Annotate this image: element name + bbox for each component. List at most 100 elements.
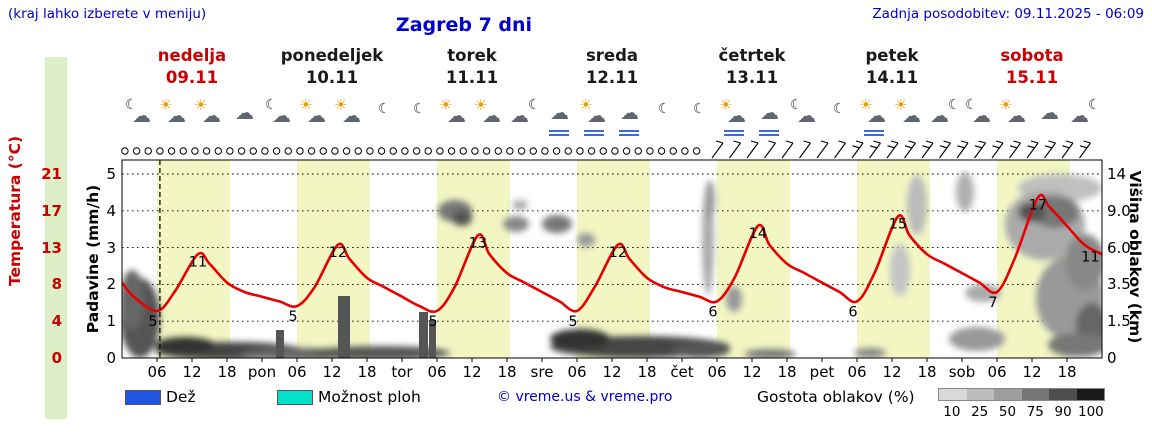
x-axis-label: 12 bbox=[1022, 363, 1042, 381]
showers-swatch bbox=[277, 390, 313, 405]
wind-barb bbox=[991, 140, 1004, 159]
cloud-blob bbox=[155, 337, 215, 353]
sun-icon: ☀ bbox=[474, 96, 488, 114]
rain-lines-icon bbox=[549, 130, 569, 138]
cloud-cover-symbol bbox=[669, 147, 677, 155]
temperature-scale-strip bbox=[45, 57, 67, 419]
cloud-cover-symbol bbox=[237, 147, 246, 155]
cloud-cover-symbol bbox=[261, 147, 269, 155]
x-axis-label: čet bbox=[670, 363, 694, 381]
cloud-cover-symbol bbox=[471, 147, 479, 155]
cloud-axis-tick: 9.0 bbox=[1107, 201, 1131, 220]
wind-barb bbox=[869, 140, 881, 159]
cloud-blob bbox=[705, 180, 715, 220]
daytime-band bbox=[437, 160, 510, 358]
weather-moon-cloud-icon: ☾ ☁ bbox=[122, 96, 157, 142]
showers-legend-label: Možnost ploh bbox=[318, 388, 421, 406]
moon-icon: ☾ bbox=[1088, 97, 1101, 113]
weather-cloud-moon-icon: ☁ ☾ bbox=[927, 96, 962, 142]
weather-moon-icon: ☾ bbox=[822, 96, 857, 142]
cloud-blob bbox=[542, 215, 572, 233]
daytime-band bbox=[297, 160, 370, 358]
wind-barb bbox=[939, 140, 951, 159]
copyright-link[interactable]: © vreme.us & vreme.pro bbox=[497, 389, 673, 405]
day-date: 09.11 bbox=[165, 68, 219, 87]
weather-cloud-rain-icon: ☁ bbox=[612, 96, 647, 142]
wind-barb bbox=[1061, 140, 1074, 159]
wind-barb bbox=[956, 140, 969, 159]
rain-lines-icon bbox=[584, 130, 604, 138]
temp-max-label: 11 bbox=[189, 254, 207, 270]
day-date: 13.11 bbox=[725, 68, 779, 87]
x-axis-label: 18 bbox=[217, 363, 237, 381]
cloud-cover-symbol bbox=[284, 147, 292, 155]
temp-max-label: 14 bbox=[749, 226, 767, 242]
precip-axis-tick: 2 bbox=[106, 275, 116, 294]
cloud-icon: ☁ bbox=[447, 105, 466, 127]
cloud-axis-tick: 0 bbox=[1107, 349, 1117, 367]
day-name: petek bbox=[865, 46, 919, 65]
x-axis-label: 12 bbox=[322, 363, 342, 381]
x-axis-label: 06 bbox=[427, 363, 447, 381]
density-tick-label: 90 bbox=[1054, 404, 1072, 420]
weather-moon-cloud-icon: ☾ ☁ bbox=[262, 96, 297, 142]
weather-moon-cloud-icon: ☾ ☁ bbox=[787, 96, 822, 142]
cloud-blob bbox=[907, 175, 927, 235]
cloud-icon: ☁ bbox=[235, 102, 254, 124]
cloud-icon: ☁ bbox=[307, 105, 326, 127]
rain-lines-icon bbox=[619, 130, 639, 138]
weather-sun-cloud-rain-icon: ☀ ☁ bbox=[857, 96, 892, 142]
density-tick-label: 75 bbox=[1026, 404, 1044, 420]
temp-max-label: 11 bbox=[1081, 250, 1099, 266]
x-axis-label: tor bbox=[391, 363, 413, 381]
cloud-cover-symbol bbox=[144, 147, 152, 155]
day-date: 15.11 bbox=[1005, 68, 1059, 87]
wind-barb bbox=[921, 140, 934, 159]
moon-icon: ☾ bbox=[790, 97, 803, 113]
cloud-icon: ☁ bbox=[620, 102, 639, 124]
cloud-icon: ☁ bbox=[1007, 105, 1026, 127]
wind-barb bbox=[764, 140, 776, 159]
x-axis-label: 06 bbox=[147, 363, 167, 381]
cloud-axis-tick: 1.5 bbox=[1107, 312, 1131, 331]
x-axis-label: 12 bbox=[882, 363, 902, 381]
x-axis-label: pet bbox=[809, 363, 835, 381]
sun-icon: ☀ bbox=[999, 96, 1013, 114]
precip-bar bbox=[419, 312, 428, 358]
x-axis-label: 06 bbox=[847, 363, 867, 381]
temperature-curve bbox=[122, 193, 1102, 314]
cloud-cover-symbol bbox=[354, 147, 362, 155]
x-axis-label: sre bbox=[530, 363, 554, 381]
temp-min-label: 6 bbox=[708, 304, 717, 320]
cloud-cover-symbol bbox=[634, 147, 642, 155]
cloud-blob bbox=[854, 348, 886, 358]
sun-icon: ☀ bbox=[579, 96, 593, 114]
wind-barb bbox=[1026, 140, 1039, 159]
weather-cloud-icon: ☁ bbox=[227, 96, 262, 142]
sun-icon: ☀ bbox=[894, 96, 908, 114]
day-date: 14.11 bbox=[865, 68, 919, 87]
wind-barb bbox=[904, 140, 916, 159]
last-update: Zadnja posodobitev: 09.11.2025 - 06:09 bbox=[872, 6, 1144, 22]
cloud-icon: ☁ bbox=[972, 105, 991, 127]
moon-icon: ☾ bbox=[413, 101, 426, 117]
weather-cloud-moon-icon: ☁ ☾ bbox=[1067, 96, 1102, 142]
temp-min-label: 5 bbox=[568, 314, 577, 330]
cloud-icon: ☁ bbox=[867, 105, 886, 127]
x-axis-label: 06 bbox=[707, 363, 727, 381]
cloud-cover-symbol bbox=[622, 147, 631, 155]
density-tick-label: 100 bbox=[1078, 404, 1104, 420]
day-name: torek bbox=[447, 46, 497, 65]
moon-icon: ☾ bbox=[528, 97, 541, 113]
cloud-cover-symbol bbox=[214, 147, 222, 155]
cloud-blob bbox=[956, 172, 974, 212]
moon-icon: ☾ bbox=[658, 101, 671, 117]
cloud-cover-symbol bbox=[459, 147, 467, 155]
moon-icon: ☾ bbox=[693, 101, 706, 117]
moon-icon: ☾ bbox=[833, 101, 846, 117]
day-name: sreda bbox=[585, 46, 639, 65]
cloud-cover-symbol bbox=[401, 147, 409, 155]
moon-icon: ☾ bbox=[948, 97, 961, 113]
cloud-blob bbox=[949, 327, 1005, 351]
temp-max-label: 13 bbox=[469, 235, 487, 251]
